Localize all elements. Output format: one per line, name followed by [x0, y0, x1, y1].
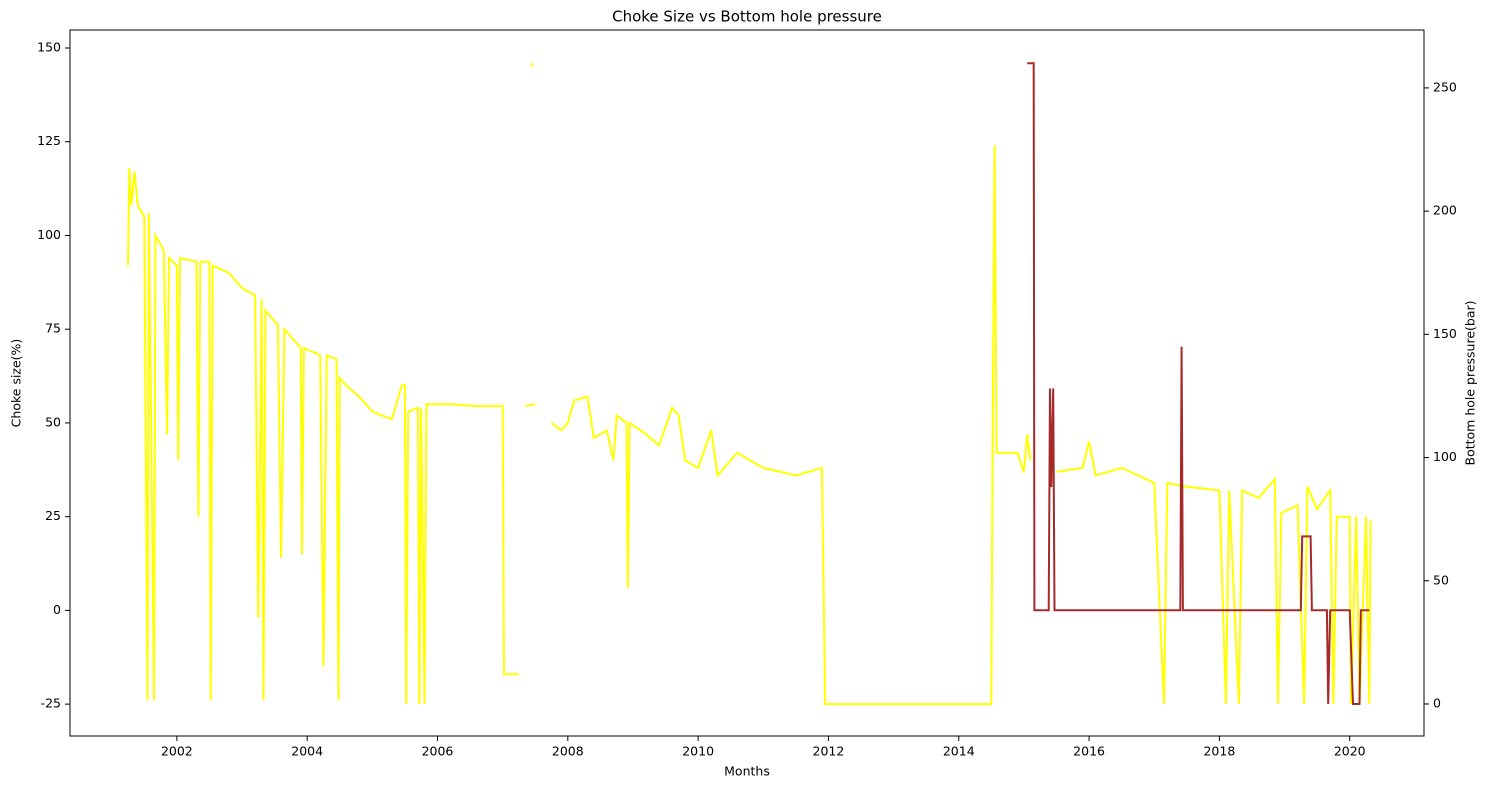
y-tick-label: 50 [45, 414, 61, 429]
x-tick-label: 2012 [813, 744, 845, 759]
chart-title: Choke Size vs Bottom hole pressure [612, 8, 882, 26]
y2-tick-label: 250 [1433, 79, 1457, 94]
x-axis-label: Months [724, 764, 770, 779]
x-tick-label: 2008 [552, 744, 584, 759]
y2-tick-label: 150 [1433, 326, 1457, 341]
y-tick-label: 0 [53, 602, 61, 617]
plot-frame [69, 29, 1425, 737]
x-tick-label: 2016 [1073, 744, 1105, 759]
data-line [127, 62, 1372, 706]
x-tick-label: 2020 [1334, 744, 1366, 759]
y2-tick-label: 100 [1433, 449, 1457, 464]
y2-tick-label: 0 [1433, 695, 1441, 710]
x-tick-label: 2002 [161, 744, 193, 759]
x-tick-label: 2004 [291, 744, 323, 759]
x-tick-label: 2006 [422, 744, 454, 759]
y2-axis-label: Bottom hole pressure(bar) [1463, 300, 1478, 465]
y2-tick-label: 50 [1433, 572, 1449, 587]
x-tick-label: 2010 [682, 744, 714, 759]
y-tick-label: 125 [37, 133, 61, 148]
y-tick-label: 100 [37, 227, 61, 242]
data-line [1027, 62, 1370, 705]
y-tick-label: 150 [37, 39, 61, 54]
y2-tick-label: 200 [1433, 203, 1457, 218]
y-tick-label: 75 [45, 321, 61, 336]
x-tick-label: 2014 [943, 744, 975, 759]
y-tick-label: 25 [45, 508, 61, 523]
y-axis-label: Choke size(%) [9, 339, 24, 428]
x-tick-label: 2018 [1203, 744, 1235, 759]
y-tick-label: -25 [41, 696, 61, 711]
